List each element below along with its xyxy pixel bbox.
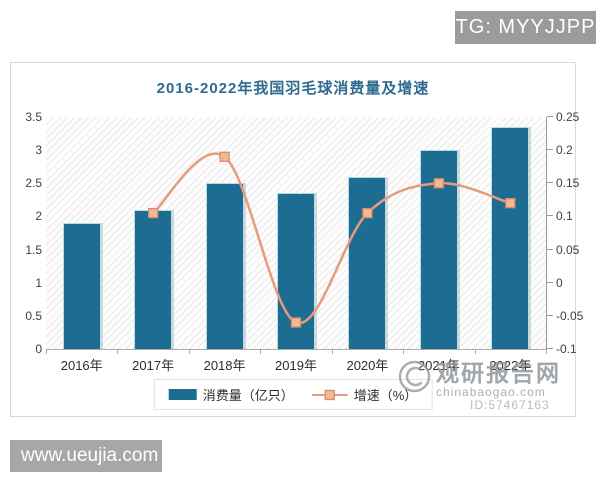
growth-marker — [505, 198, 516, 209]
left-axis-tick-label: 1.5 — [25, 242, 42, 257]
legend-label-consumption: 消费量（亿只） — [202, 388, 294, 403]
legend-label-growth: 增速（%） — [353, 388, 418, 403]
plot-area — [46, 117, 547, 350]
line-swatch-icon — [311, 389, 348, 400]
x-axis-boundary-tick — [403, 350, 405, 354]
growth-marker — [433, 178, 445, 189]
x-axis-boundary-tick — [474, 350, 476, 354]
right-axis-tick-label: 0.2 — [556, 143, 573, 158]
left-axis-tick-label: 2.5 — [25, 176, 42, 191]
right-axis-tick-label: -0.1 — [556, 342, 577, 356]
left-axis-tick-label: 3.5 — [25, 110, 42, 124]
footer-url-text: www.ueujia.com — [21, 445, 159, 466]
growth-marker — [147, 207, 159, 219]
x-axis-tick-label: 2017年 — [132, 358, 175, 373]
x-axis-boundary-tick — [188, 350, 190, 354]
legend-marker-icon — [324, 389, 335, 400]
x-axis-tick-label: 2022年 — [489, 358, 532, 373]
right-axis: -0.1 -0.05 0 0.05 0.1 0.15 0.2 0.25 — [547, 110, 595, 356]
x-axis-tick-label: 2016年 — [60, 358, 103, 373]
left-axis-tick-label: 0.5 — [25, 308, 42, 323]
telegram-badge-text: TG: MYYJJPP — [455, 16, 596, 38]
left-axis-tick-label: 1 — [35, 275, 42, 290]
bar-swatch-icon — [168, 389, 197, 400]
growth-marker — [290, 317, 302, 328]
legend-item-growth: 增速（%） — [311, 385, 418, 404]
right-axis-tick-label: 0.05 — [556, 242, 580, 257]
right-axis-tick-mark — [547, 281, 553, 283]
footer-url-badge: www.ueujia.com — [10, 440, 162, 472]
consumption-bar — [348, 176, 387, 349]
right-axis-tick-mark — [547, 149, 553, 151]
legend-item-consumption: 消费量（亿只） — [168, 385, 294, 404]
right-axis-tick-label: 0.25 — [556, 110, 580, 124]
right-axis-tick-mark — [547, 314, 553, 316]
x-axis-tick-label: 2021年 — [417, 358, 460, 373]
consumption-bar — [134, 209, 173, 349]
growth-marker — [219, 151, 230, 162]
x-axis-boundary-tick — [46, 350, 47, 354]
right-axis-tick-label: -0.05 — [556, 308, 584, 323]
telegram-badge: TG: MYYJJPP — [455, 11, 596, 44]
legend: 消费量（亿只） 增速（%） — [153, 379, 433, 410]
growth-marker — [362, 207, 373, 219]
x-axis-boundary-tick — [331, 350, 333, 354]
right-axis-tick-label: 0 — [556, 275, 563, 290]
right-axis-tick-mark — [547, 248, 553, 250]
consumption-bar — [205, 183, 244, 349]
x-axis-boundary-tick — [260, 350, 262, 354]
x-axis-tick-label: 2019年 — [275, 358, 317, 373]
left-axis-tick-label: 0 — [35, 342, 42, 356]
right-axis-tick-mark — [547, 182, 553, 184]
growth-line — [152, 152, 511, 325]
left-axis-tick-label: 2 — [35, 209, 42, 224]
right-axis-tick-label: 0.1 — [556, 209, 573, 224]
consumption-bar — [62, 223, 101, 349]
consumption-bar — [491, 126, 530, 349]
left-axis: 0 0.5 1 1.5 2 2.5 3 3.5 — [11, 110, 42, 356]
x-axis-boundary-tick — [117, 350, 119, 354]
right-axis-tick-mark — [547, 116, 553, 117]
right-axis-tick-mark — [547, 215, 553, 217]
chart-title: 2016-2022年我国羽毛球消费量及增速 — [156, 80, 430, 97]
growth-line-series — [147, 151, 516, 328]
right-axis-tick-mark — [547, 348, 553, 349]
x-axis: 2016年 2017年 2018年 2019年 2020年 2021年 2022年 — [46, 355, 546, 373]
left-axis-tick-label: 3 — [35, 143, 42, 158]
right-axis-tick-label: 0.15 — [556, 176, 580, 191]
x-axis-tick-label: 2018年 — [203, 358, 246, 373]
x-axis-boundary-tick — [546, 350, 547, 354]
chart-card: 2016-2022年我国羽毛球消费量及增速 0 0.5 1 1.5 2 2.5 3 3.5 -… — [10, 62, 583, 417]
x-axis-tick-label: 2020年 — [346, 358, 389, 373]
